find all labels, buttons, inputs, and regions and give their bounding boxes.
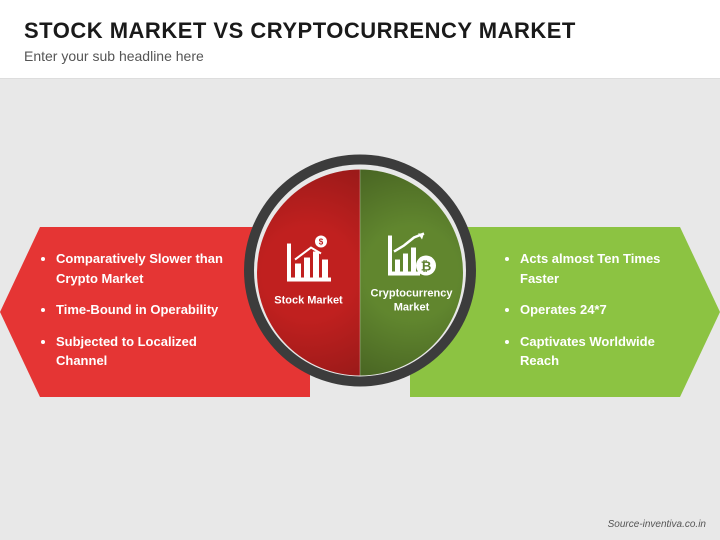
crypto-chart-icon: ₿ xyxy=(368,225,455,280)
page-title: STOCK MARKET VS CRYPTOCURRENCY MARKET xyxy=(24,18,696,44)
list-item: Captivates Worldwide Reach xyxy=(520,332,684,371)
left-half-label: Stock Market xyxy=(274,294,342,307)
source-footer: Source-inventiva.co.in xyxy=(608,519,706,530)
right-half: ₿ Cryptocurrency Market xyxy=(360,170,463,376)
list-item: Subjected to Localized Channel xyxy=(56,332,230,371)
page-subtitle: Enter your sub headline here xyxy=(24,48,696,64)
diagram-stage: Comparatively Slower than Crypto Market … xyxy=(0,79,720,499)
right-half-label: Cryptocurrency Market xyxy=(368,288,455,314)
list-item: Acts almost Ten Times Faster xyxy=(520,249,684,288)
header: STOCK MARKET VS CRYPTOCURRENCY MARKET En… xyxy=(0,0,720,79)
left-half: $ Stock Market xyxy=(257,170,360,376)
center-divider xyxy=(360,170,361,376)
center-disc: $ Stock Market xyxy=(257,170,463,376)
stock-chart-icon: $ xyxy=(274,231,342,286)
svg-text:₿: ₿ xyxy=(421,258,432,273)
list-item: Comparatively Slower than Crypto Market xyxy=(56,249,230,288)
list-item: Time-Bound in Operability xyxy=(56,300,230,320)
list-item: Operates 24*7 xyxy=(520,300,684,320)
svg-text:$: $ xyxy=(319,238,324,247)
